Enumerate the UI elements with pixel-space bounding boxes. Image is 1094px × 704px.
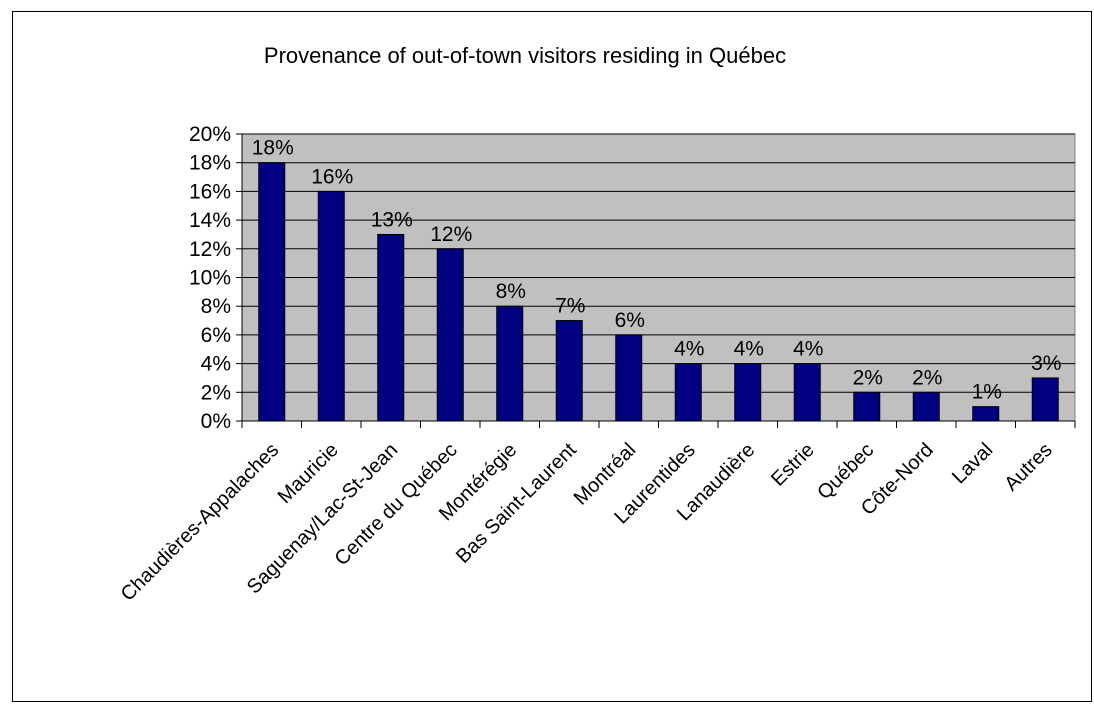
bar [972, 406, 1000, 422]
data-label: 4% [734, 338, 764, 361]
bar [793, 363, 821, 422]
bars [258, 162, 1059, 422]
bar [258, 162, 286, 422]
data-labels: 18% 16% 13% 12% 8% 7% 6% 4% 4% 4% 2% 2% 1% 3% [252, 137, 1062, 404]
data-label: 3% [1031, 352, 1061, 375]
data-label: 4% [674, 338, 704, 361]
bar [436, 248, 464, 422]
x-axis [241, 420, 1076, 428]
y-tick-label: 16% [189, 180, 231, 203]
y-tick-label: 14% [189, 209, 231, 232]
y-tick-label: 8% [201, 295, 231, 318]
chart-title: Provenance of out-of-town visitors resid… [263, 43, 787, 68]
data-label: 7% [555, 295, 585, 318]
data-label: 18% [252, 137, 294, 160]
data-label: 2% [853, 366, 883, 389]
category-label: Autres [1000, 439, 1056, 495]
data-label: 2% [912, 366, 942, 389]
bar [377, 233, 405, 422]
data-label: 4% [793, 338, 823, 361]
bar [615, 334, 643, 422]
y-tick-label: 20% [189, 123, 231, 146]
data-label: 6% [615, 309, 645, 332]
bar [496, 305, 524, 422]
y-tick-label: 0% [201, 410, 231, 433]
bar [555, 320, 583, 422]
bar [317, 190, 345, 422]
bar [674, 363, 702, 422]
y-tick-label: 18% [189, 152, 231, 175]
category-label: Laval [948, 439, 997, 488]
y-tick-label: 10% [189, 267, 231, 290]
bar [734, 363, 762, 422]
data-label: 16% [311, 165, 353, 188]
bar [853, 391, 881, 422]
y-axis: 0% 2% 4% 6% 8% 10% 12% 14% 16% 18% 20% [189, 123, 243, 433]
category-labels: Chaudières-AppalachesMauricieSaguenay/La… [117, 439, 1057, 606]
data-label: 12% [430, 223, 472, 246]
y-tick-label: 6% [201, 324, 231, 347]
data-label: 13% [371, 208, 413, 231]
bar [912, 391, 940, 422]
data-label: 1% [972, 381, 1002, 404]
data-label: 8% [496, 280, 526, 303]
bar [1031, 377, 1059, 422]
y-tick-label: 2% [201, 381, 231, 404]
category-label: Estrie [767, 439, 819, 491]
y-tick-label: 4% [201, 353, 231, 376]
y-tick-label: 12% [189, 238, 231, 261]
